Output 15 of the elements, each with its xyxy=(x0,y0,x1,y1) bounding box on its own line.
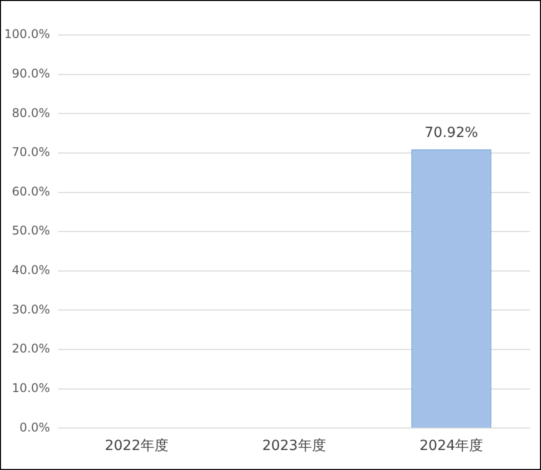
y-tick-label: 0.0% xyxy=(20,420,50,434)
y-tick-label: 80.0% xyxy=(12,106,50,120)
x-tick-label: 2023年度 xyxy=(262,438,326,454)
y-tick-label: 60.0% xyxy=(12,184,50,198)
y-tick-label: 70.0% xyxy=(12,145,50,160)
y-tick-label: 30.0% xyxy=(12,302,50,316)
data-label: 70.92% xyxy=(424,124,478,141)
y-tick-label: 100.0% xyxy=(4,27,50,42)
y-tick-label: 40.0% xyxy=(12,263,50,278)
x-tick-label: 2024年度 xyxy=(420,438,484,454)
y-tick-label: 50.0% xyxy=(12,224,50,238)
y-tick-label: 90.0% xyxy=(12,66,50,80)
y-tick-label: 20.0% xyxy=(12,342,50,356)
x-tick-label: 2022年度 xyxy=(104,438,168,454)
y-tick-label: 10.0% xyxy=(12,381,50,396)
